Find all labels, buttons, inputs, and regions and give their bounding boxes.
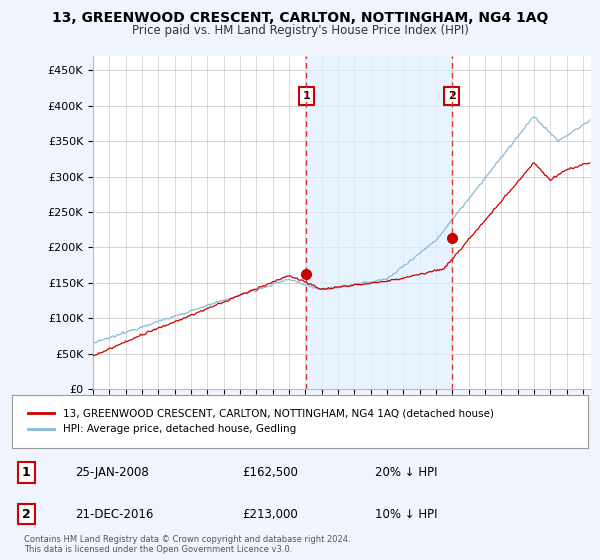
Bar	[307, 56, 452, 389]
Text: 20% ↓ HPI: 20% ↓ HPI	[375, 466, 437, 479]
Text: 13, GREENWOOD CRESCENT, CARLTON, NOTTINGHAM, NG4 1AQ: 13, GREENWOOD CRESCENT, CARLTON, NOTTING…	[52, 11, 548, 25]
Legend: 13, GREENWOOD CRESCENT, CARLTON, NOTTINGHAM, NG4 1AQ (detached house), HPI: Aver: 13, GREENWOOD CRESCENT, CARLTON, NOTTING…	[23, 403, 499, 440]
Text: Contains HM Land Registry data © Crown copyright and database right 2024.
This d: Contains HM Land Registry data © Crown c…	[24, 535, 350, 554]
Text: 2: 2	[22, 507, 31, 521]
Text: Price paid vs. HM Land Registry's House Price Index (HPI): Price paid vs. HM Land Registry's House …	[131, 24, 469, 36]
Text: 1: 1	[302, 91, 310, 101]
Text: 10% ↓ HPI: 10% ↓ HPI	[375, 507, 437, 521]
Text: 1: 1	[22, 466, 31, 479]
Text: 25-JAN-2008: 25-JAN-2008	[76, 466, 149, 479]
Text: 2: 2	[448, 91, 455, 101]
Text: 21-DEC-2016: 21-DEC-2016	[76, 507, 154, 521]
Text: £213,000: £213,000	[242, 507, 298, 521]
Text: £162,500: £162,500	[242, 466, 298, 479]
